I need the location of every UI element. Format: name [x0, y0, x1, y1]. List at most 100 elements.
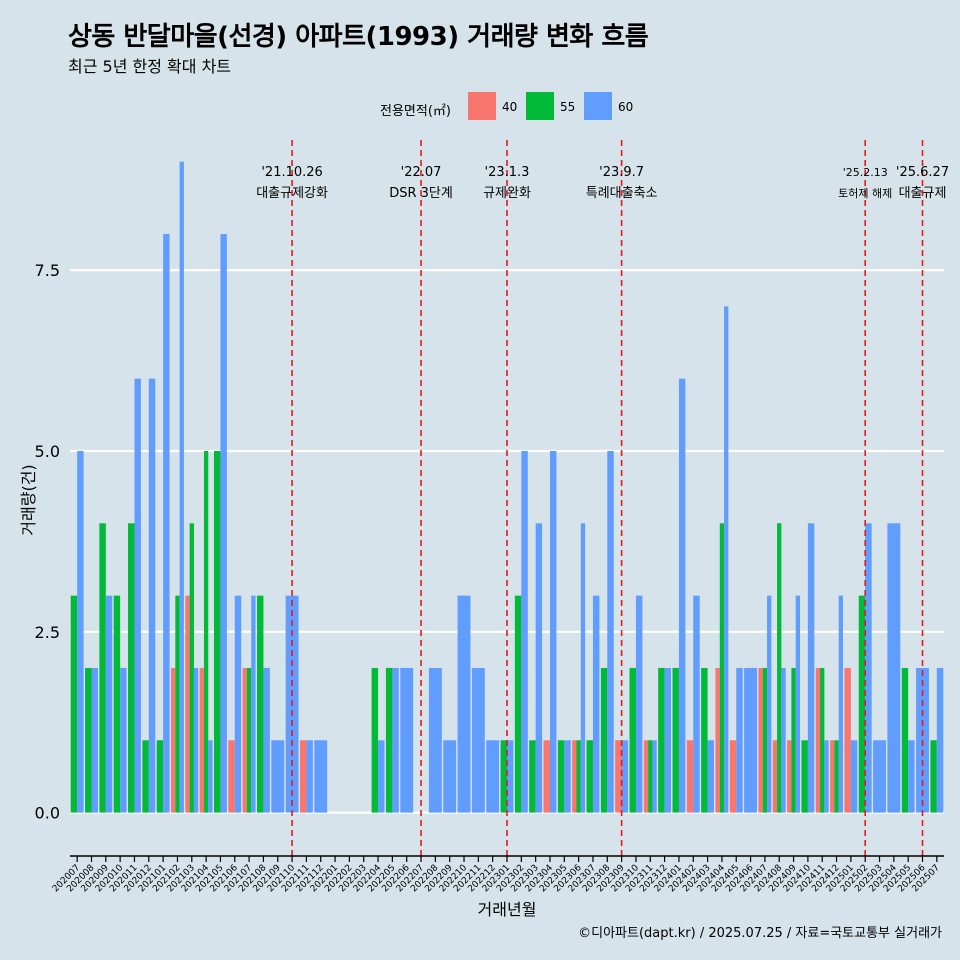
- bar-202410-60: [807, 523, 815, 813]
- bar-202309-60: [621, 740, 629, 813]
- bar-202305-55: [557, 740, 565, 813]
- bar-202101-55: [156, 740, 164, 813]
- bar-202502-60: [865, 523, 872, 813]
- bar-202102-60: [179, 161, 184, 813]
- bar-202012-60: [148, 378, 156, 813]
- bar-202205-55: [385, 667, 393, 813]
- bar-202411-40: [815, 667, 821, 813]
- bar-202507-55: [930, 740, 937, 813]
- bar-202312-55: [658, 667, 665, 813]
- bar-202404-40: [715, 667, 720, 813]
- policy-date-202110: '21.10.26: [261, 165, 322, 180]
- bar-202404-60: [724, 306, 729, 813]
- bar-202502-55: [858, 595, 866, 813]
- bar-202412-60: [838, 595, 843, 813]
- bar-202411-60: [824, 740, 829, 813]
- bar-202405-60: [736, 667, 743, 813]
- bar-202311-40: [643, 740, 649, 813]
- policy-date-202301: '23.1.3: [485, 165, 530, 180]
- bar-202212-60: [486, 740, 500, 813]
- bar-202104-60: [208, 740, 213, 813]
- bar-202008-55: [85, 667, 92, 813]
- bar-202102-55: [175, 595, 180, 813]
- bar-202310-55: [629, 667, 636, 813]
- bar-202303-60: [535, 523, 543, 813]
- bar-202107-60: [251, 595, 256, 813]
- policy-label-202309: 특례대출축소: [586, 186, 658, 201]
- legend-key-40: [468, 92, 496, 120]
- bar-202204-60: [378, 740, 385, 813]
- chart-title: 상동 반달마을(선경) 아파트(1993) 거래량 변화 흐름: [68, 22, 649, 52]
- bar-202111-40: [299, 740, 307, 813]
- bar-202507-60: [936, 667, 944, 813]
- bar-202008-60: [91, 667, 98, 813]
- bar-202209-60: [443, 740, 457, 813]
- bar-202306-40: [572, 740, 577, 813]
- policy-date-202506: '25.6.27: [896, 165, 949, 180]
- bar-202411-55: [820, 667, 825, 813]
- bar-202108-55: [256, 595, 264, 813]
- bar-202407-55: [762, 667, 768, 813]
- bar-202401-55: [672, 667, 679, 813]
- bar-202312-60: [664, 667, 672, 813]
- bar-202011-60: [134, 378, 141, 813]
- bar-202106-40: [228, 740, 235, 813]
- bar-202304-40: [543, 740, 550, 813]
- x-axis-title: 거래년월: [478, 900, 537, 919]
- bar-202308-60: [607, 450, 614, 813]
- bar-202401-60: [678, 378, 686, 813]
- bar-202211-60: [471, 667, 485, 813]
- policy-label-202110: 대출규제강화: [256, 186, 328, 201]
- bar-202407-40: [758, 667, 763, 813]
- legend-label-60: 60: [618, 100, 634, 114]
- bar-202301-55: [500, 740, 507, 813]
- bar-202412-40: [830, 740, 835, 813]
- bar-202112-60: [314, 740, 328, 813]
- bar-202404-55: [719, 523, 725, 813]
- bar-202107-55: [246, 667, 252, 813]
- y-tick-label: 0.0: [35, 804, 60, 823]
- bar-202103-55: [189, 523, 194, 813]
- bar-202302-60: [521, 450, 528, 813]
- bar-202409-40: [787, 740, 792, 813]
- bar-202011-55: [128, 523, 135, 813]
- bar-202103-60: [193, 667, 199, 813]
- bar-202505-55: [901, 667, 909, 813]
- bar-202501-40: [844, 667, 851, 813]
- bar-202301-60: [507, 740, 514, 813]
- policy-date-202502: '25.2.13: [843, 166, 888, 179]
- y-tick-label: 5.0: [35, 442, 60, 461]
- bar-202010-60: [120, 667, 127, 813]
- bar-202302-55: [514, 595, 522, 813]
- bar-202409-60: [795, 595, 801, 813]
- bar-202105-55: [213, 450, 221, 813]
- bar-202403-55: [701, 667, 708, 813]
- bar-202010-55: [113, 595, 121, 813]
- policy-date-202207: '22.07: [401, 165, 442, 180]
- bar-202108-60: [263, 667, 270, 813]
- bar-202105-60: [220, 234, 227, 813]
- bar-202111-60: [306, 740, 313, 813]
- legend-title: 전용면적(㎡): [380, 104, 451, 119]
- y-tick-label: 7.5: [35, 261, 60, 280]
- bar-202107-40: [242, 667, 247, 813]
- bar-202109-60: [271, 740, 285, 813]
- legend-key-55: [526, 92, 554, 120]
- bar-202106-60: [234, 595, 242, 813]
- bar-202103-40: [185, 595, 190, 813]
- y-axis-title: 거래량(건): [19, 464, 38, 535]
- bar-202501-60: [850, 740, 858, 813]
- bar-202204-55: [371, 667, 379, 813]
- bar-202007-55: [70, 595, 78, 813]
- bar-202210-60: [457, 595, 471, 813]
- legend-key-60: [584, 92, 612, 120]
- bar-202308-55: [600, 667, 608, 813]
- bar-202304-60: [549, 450, 557, 813]
- bar-202208-60: [428, 667, 442, 813]
- bar-202305-60: [564, 740, 571, 813]
- bar-202406-60: [744, 667, 758, 813]
- bar-202012-55: [142, 740, 149, 813]
- bar-202101-60: [163, 234, 170, 813]
- bar-202309-40: [615, 740, 622, 813]
